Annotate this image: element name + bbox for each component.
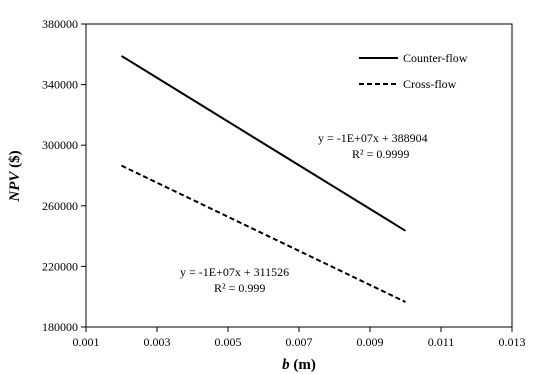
legend: Counter-flow Cross-flow [359,51,468,91]
x-tick-label: 0.005 [215,335,242,349]
legend-label-cross-flow: Cross-flow [403,77,457,91]
y-tick-label: 220000 [42,259,78,273]
x-axis-title: b (m) [282,357,316,373]
y-axis-title: NPV ($) [7,150,23,202]
x-tick-label: 0.001 [73,335,100,349]
x-tick-label: 0.003 [144,335,171,349]
y-tick-label: 300000 [42,138,78,152]
plot-area [85,23,513,328]
legend-label-counter-flow: Counter-flow [403,51,468,65]
series-line-counter-flow [120,55,407,232]
equation-counter-flow: y = -1E+07x + 388904 [318,131,428,145]
y-tick-label: 380000 [42,17,78,31]
equation-cross-flow: y = -1E+07x + 311526 [180,265,289,279]
y-tick-label: 180000 [42,320,78,334]
series-line-cross-flow [121,164,406,303]
x-axis-ticks: 0.001 0.003 0.005 0.007 0.009 0.011 0.013 [73,327,526,349]
x-tick-label: 0.009 [357,335,384,349]
trendline-annotation-counter-flow: y = -1E+07x + 388904 R² = 0.9999 [318,131,428,161]
trendline-annotation-cross-flow: y = -1E+07x + 311526 R² = 0.999 [180,265,289,295]
x-tick-label: 0.007 [286,335,313,349]
y-tick-label: 260000 [42,199,78,213]
r-squared-counter-flow: R² = 0.9999 [352,147,409,161]
r-squared-cross-flow: R² = 0.999 [214,281,265,295]
y-axis-ticks: 180000 220000 260000 300000 340000 380000 [42,17,86,334]
x-tick-label: 0.013 [499,335,526,349]
x-tick-label: 0.011 [428,335,455,349]
y-tick-label: 340000 [42,78,78,92]
series-layer [120,55,407,303]
